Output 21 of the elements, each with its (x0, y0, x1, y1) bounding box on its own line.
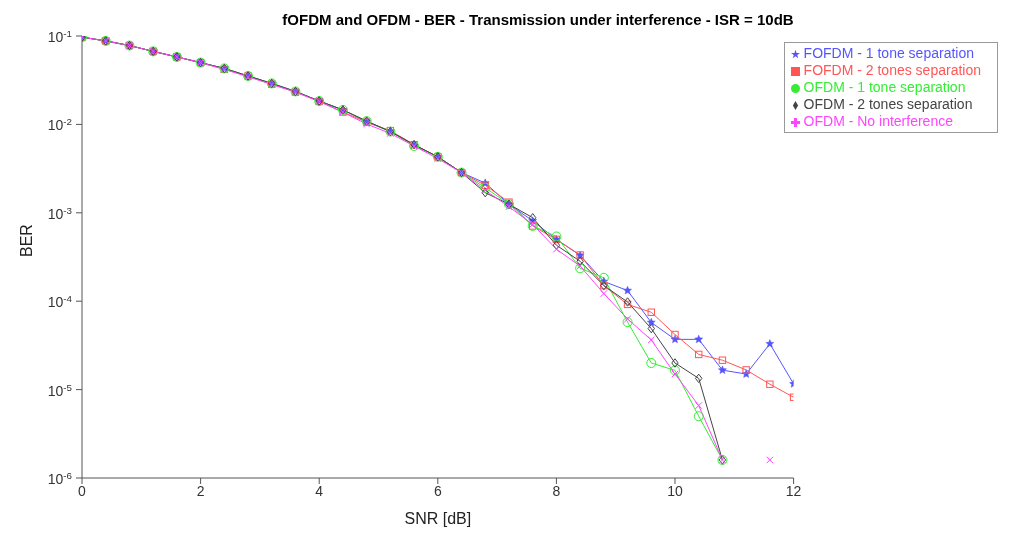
y-axis-title: BER (17, 224, 35, 257)
x-tick-label: 4 (315, 482, 324, 499)
x-tick-label: 2 (196, 482, 205, 499)
legend-label: FOFDM - 2 tones separation (803, 62, 981, 78)
x-tick-label: 0 (78, 482, 87, 499)
x-tick-label: 12 (785, 482, 802, 499)
x-tick-label: 10 (667, 482, 683, 499)
y-tick-label: 10$^{-2}$ (47, 115, 72, 134)
y-tick-label: 10$^{-4}$ (47, 292, 73, 311)
x-axis-title: SNR [dB] (404, 510, 472, 527)
legend-label: OFDM - 1 tone separation (803, 79, 966, 95)
x-tick-label: 6 (433, 482, 442, 499)
y-tick-label: 10$^{-5}$ (47, 381, 73, 399)
legend-label: OFDM - No interference (803, 113, 953, 129)
y-tick-label: 10$^{-6}$ (47, 469, 73, 487)
legend-label: FOFDM - 1 tone separation (803, 45, 974, 61)
chart-title: fOFDM and OFDM - BER - Transmission under interference - ISR = 10dB (282, 11, 794, 28)
y-tick-label: 10$^{-3}$ (47, 204, 73, 222)
x-tick-label: 8 (552, 482, 561, 499)
y-tick-label: 10$^{-1}$ (47, 27, 72, 45)
legend-label: OFDM - 2 tones separation (803, 96, 973, 112)
